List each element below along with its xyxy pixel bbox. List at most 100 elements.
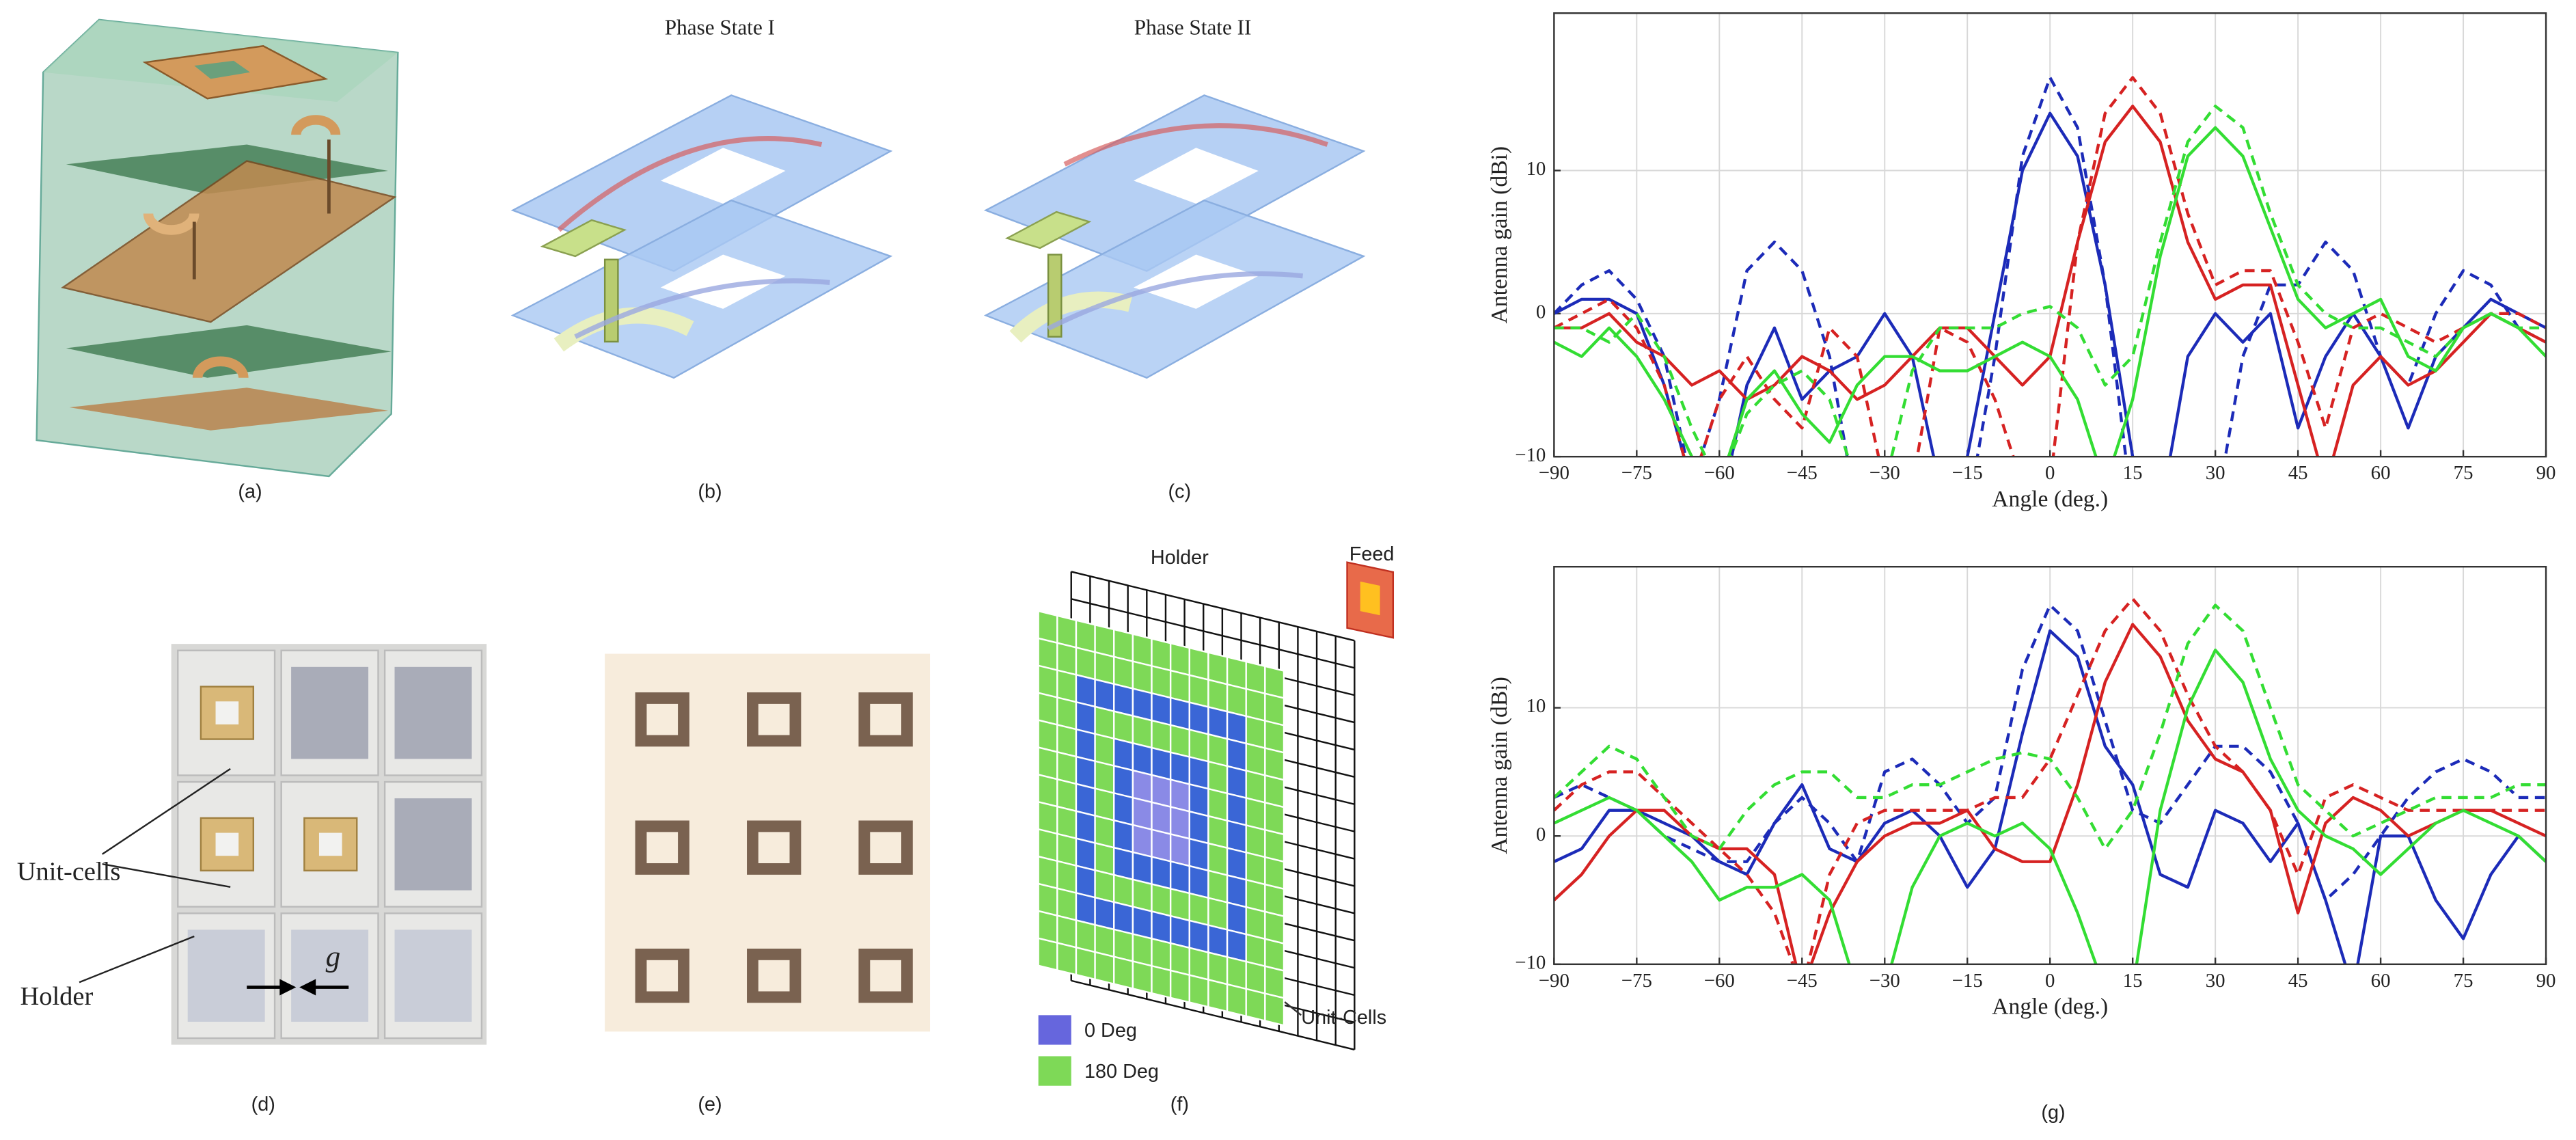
cells [177, 649, 483, 1040]
plot-frame [1553, 12, 2547, 458]
unit-cell [858, 820, 913, 875]
array-cell [1226, 955, 1247, 990]
x-tick-label: 15 [2123, 462, 2143, 484]
empty-cell [291, 929, 369, 1022]
y-tick-label: 10 [1526, 158, 1546, 180]
array-cell [1169, 860, 1190, 895]
empty-cell [291, 666, 369, 759]
array-cell [1151, 883, 1172, 917]
x-tick-label: −90 [1539, 970, 1570, 992]
array-cell [1169, 832, 1190, 867]
holder-line [1071, 979, 1355, 1050]
array-cell [1132, 906, 1153, 940]
array-cell [1207, 815, 1229, 850]
array-cell [1094, 815, 1115, 849]
array-cell [1169, 969, 1190, 1004]
array-cell [1169, 642, 1190, 677]
y-tick-label: −10 [1515, 444, 1546, 466]
array-cell [1188, 865, 1209, 899]
series-line [1554, 105, 2547, 457]
array-cell [1207, 842, 1229, 877]
array-cell [1245, 770, 1266, 804]
array-cell [1264, 938, 1285, 972]
panel-label: (g) [2041, 1102, 2065, 1124]
y-tick-label: −10 [1515, 951, 1546, 973]
array-cell [1056, 942, 1078, 976]
array-cell [1207, 760, 1229, 795]
series-line [1554, 648, 2547, 964]
array-cell [1169, 914, 1190, 949]
plot-frame [1553, 565, 2547, 966]
array-cell [1207, 951, 1229, 986]
x-tick-label: 45 [2288, 970, 2308, 992]
array-cell [1037, 882, 1058, 917]
empty-cell [187, 929, 265, 1022]
array [1037, 610, 1285, 1027]
x-tick-label: 0 [2045, 970, 2055, 992]
array-cell [1037, 692, 1058, 726]
array-cell [1094, 787, 1115, 822]
array-cell [1094, 705, 1115, 740]
panel-d: Unit-cells Holder g [17, 644, 487, 1045]
array-cell [1245, 715, 1266, 750]
unit-cell [858, 948, 913, 1003]
array-cell [1226, 765, 1247, 800]
panel-label: (c) [1168, 481, 1192, 503]
gap-arrowhead [299, 979, 316, 996]
array-cell [1226, 683, 1247, 718]
array-cell [1245, 851, 1266, 886]
array-cell [1188, 947, 1209, 981]
array-cell [1264, 665, 1285, 699]
array-cell [1151, 746, 1172, 781]
array-cell [1113, 628, 1134, 663]
feed-center [1360, 581, 1380, 616]
array-cell [1132, 878, 1153, 912]
unit-cells-label: Unit-Cells [1301, 1007, 1386, 1029]
x-tick-label: 60 [2371, 462, 2391, 484]
array-cell [1094, 651, 1115, 686]
array-cell [1056, 860, 1078, 895]
via [603, 258, 619, 343]
pointer [79, 935, 195, 983]
array-cell [1132, 714, 1153, 749]
array-cell [1132, 960, 1153, 994]
photo [605, 653, 931, 1032]
array-cell [1245, 906, 1266, 940]
series-line [1554, 126, 2547, 457]
array-cell [1207, 733, 1229, 768]
array-cell [1188, 674, 1209, 708]
current-arrow [557, 136, 823, 232]
panel-f: Feed Holder Unit-Cells 0 Deg 180 Deg [1037, 543, 1394, 1086]
y-tick-label: 0 [1536, 301, 1546, 323]
array-cell [1037, 664, 1058, 699]
array-cell [1264, 883, 1285, 918]
array-cell [1151, 692, 1172, 727]
array-cell [1188, 974, 1209, 1008]
array-cell [1075, 728, 1096, 763]
array-cell [1075, 837, 1096, 871]
array-cell [1264, 965, 1285, 999]
array-cell [1245, 933, 1266, 968]
array-cell [1226, 983, 1247, 1018]
array-cell [1094, 923, 1115, 958]
strip [143, 213, 200, 235]
array-cell [1151, 828, 1172, 863]
array-cell [1264, 801, 1285, 836]
empty-cell [394, 666, 472, 759]
array-cell [1056, 669, 1078, 703]
cells [635, 692, 913, 1003]
array-cell [1056, 614, 1078, 649]
array-cell [1075, 919, 1096, 953]
array-cell [1113, 928, 1134, 963]
pointer [102, 768, 231, 855]
empty-cell [394, 929, 472, 1022]
array-cell [1094, 951, 1115, 986]
array-cell [1037, 637, 1058, 672]
legend-swatch [1038, 1015, 1071, 1045]
array-cell [1094, 841, 1115, 876]
x-tick-label: 90 [2536, 970, 2556, 992]
array-cell [1226, 792, 1247, 827]
array-cell [1037, 610, 1058, 644]
